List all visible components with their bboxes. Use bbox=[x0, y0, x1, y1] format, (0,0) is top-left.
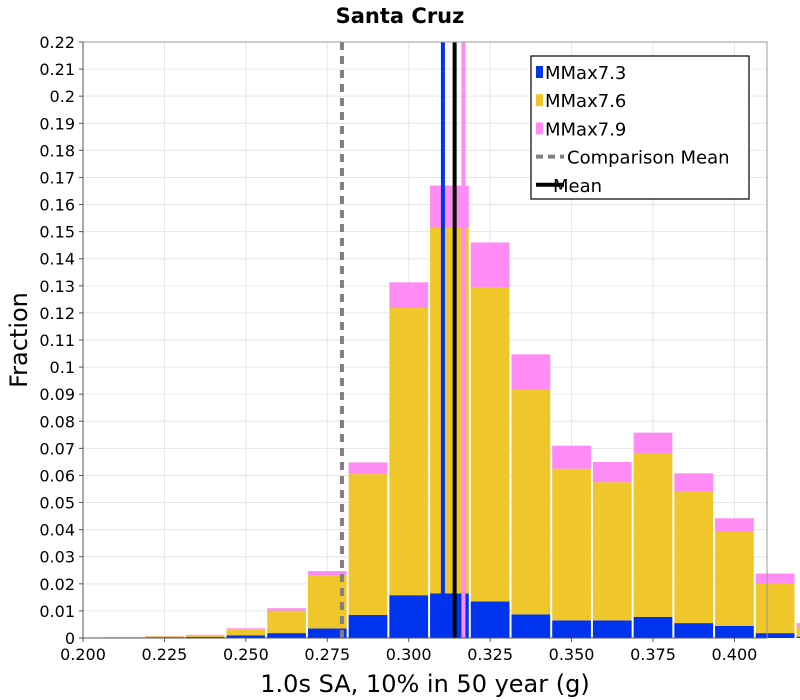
y-axis-title: Fraction bbox=[5, 292, 33, 388]
y-tick-label: 0.02 bbox=[39, 575, 75, 594]
bar-mmax7-3 bbox=[226, 635, 266, 638]
legend: MMax7.3 MMax7.6 MMax7.9 Comparison Mean Mean bbox=[530, 55, 750, 200]
y-tick-label: 0.06 bbox=[39, 466, 75, 485]
y-tick-label: 0.17 bbox=[39, 168, 75, 187]
y-tick-label: 0 bbox=[65, 629, 75, 648]
bar-mmax7-3 bbox=[185, 636, 225, 638]
chart-title: Santa Cruz bbox=[336, 4, 465, 28]
bar-mmax7-6 bbox=[267, 610, 306, 634]
bar-mmax7-6 bbox=[674, 491, 714, 624]
bar-mmax7-9 bbox=[348, 462, 388, 475]
bar-mmax7-9 bbox=[470, 242, 510, 288]
y-tick-label: 0.1 bbox=[50, 358, 75, 377]
bar-mmax7-6 bbox=[755, 583, 795, 634]
legend-label-mean: Mean bbox=[553, 176, 602, 197]
x-axis-title: 1.0s SA, 10% in 50 year (g) bbox=[260, 670, 589, 698]
bar-mmax7-6 bbox=[470, 287, 510, 602]
y-tick-label: 0.04 bbox=[39, 521, 75, 540]
x-tick-label: 0.300 bbox=[386, 645, 432, 664]
bar-mmax7-3 bbox=[796, 636, 800, 638]
y-tick-label: 0.16 bbox=[39, 196, 75, 215]
bar-mmax7-3 bbox=[470, 601, 510, 638]
bar-mmax7-9 bbox=[511, 354, 551, 390]
legend-box bbox=[530, 55, 750, 200]
bar-mmax7-9 bbox=[552, 445, 591, 469]
bar-mmax7-3 bbox=[511, 614, 551, 638]
legend-label-comparison-mean: Comparison Mean bbox=[567, 148, 730, 169]
y-tick-label: 0.18 bbox=[39, 141, 75, 160]
y-tick-labels: 0 0.01 0.02 0.03 0.04 0.05 0.06 0.07 0.08 0.09 0.1… bbox=[39, 33, 83, 648]
legend-swatch-mmax7-3 bbox=[536, 66, 543, 78]
bar-mmax7-3 bbox=[552, 620, 591, 638]
x-tick-label: 0.325 bbox=[467, 645, 513, 664]
bar-series bbox=[104, 185, 800, 638]
bar-mmax7-6 bbox=[145, 636, 184, 638]
x-tick-label: 0.350 bbox=[549, 645, 595, 664]
bar-mmax7-9 bbox=[755, 573, 795, 584]
y-tick-label: 0.21 bbox=[39, 60, 75, 79]
x-tick-label: 0.200 bbox=[60, 645, 106, 664]
bar-mmax7-9 bbox=[715, 518, 754, 531]
legend-swatch-mmax7-9 bbox=[536, 122, 543, 135]
y-tick-label: 0.05 bbox=[39, 494, 75, 513]
legend-label-mmax7-3: MMax7.3 bbox=[545, 63, 626, 84]
x-tick-label: 0.400 bbox=[712, 645, 758, 664]
bar-mmax7-6 bbox=[552, 468, 591, 621]
bar-mmax7-3 bbox=[307, 628, 347, 638]
bar-mmax7-9 bbox=[633, 432, 673, 453]
bar-mmax7-6 bbox=[226, 629, 266, 636]
bar-mmax7-9 bbox=[307, 571, 347, 576]
bar-mmax7-6 bbox=[511, 389, 551, 615]
bar-mmax7-3 bbox=[633, 616, 673, 638]
legend-label-mmax7-6: MMax7.6 bbox=[545, 91, 626, 112]
bar-mmax7-6 bbox=[715, 530, 754, 626]
bar-mmax7-6 bbox=[348, 474, 388, 615]
bar-mmax7-6 bbox=[389, 308, 429, 596]
x-tick-label: 0.225 bbox=[142, 645, 188, 664]
bar-mmax7-3 bbox=[592, 620, 632, 638]
bar-mmax7-9 bbox=[796, 623, 800, 627]
y-tick-label: 0.14 bbox=[39, 250, 75, 269]
bar-mmax7-3 bbox=[715, 625, 754, 638]
bar-mmax7-6 bbox=[592, 482, 632, 621]
bar-mmax7-9 bbox=[226, 628, 266, 630]
bar-mmax7-9 bbox=[674, 473, 714, 492]
bar-mmax7-3 bbox=[267, 633, 306, 638]
y-tick-label: 0.09 bbox=[39, 385, 75, 404]
bar-mmax7-3 bbox=[674, 623, 714, 638]
x-tick-labels: 0.200 0.225 0.250 0.275 0.300 0.325 0.350 0.375… bbox=[60, 638, 757, 664]
y-tick-label: 0.19 bbox=[39, 114, 75, 133]
bar-mmax7-9 bbox=[267, 608, 306, 611]
bar-mmax7-3 bbox=[348, 614, 388, 638]
y-tick-label: 0.07 bbox=[39, 439, 75, 458]
y-tick-label: 0.11 bbox=[39, 331, 75, 350]
bar-mmax7-3 bbox=[389, 595, 429, 638]
bar-mmax7-9 bbox=[389, 282, 429, 309]
x-tick-label: 0.250 bbox=[223, 645, 269, 664]
y-tick-label: 0.08 bbox=[39, 412, 75, 431]
bar-mmax7-6 bbox=[633, 452, 673, 617]
bar-mmax7-6 bbox=[796, 626, 800, 637]
y-tick-label: 0.22 bbox=[39, 33, 75, 52]
bar-mmax7-3 bbox=[755, 633, 795, 638]
mean-lines bbox=[339, 42, 466, 638]
y-tick-label: 0.2 bbox=[50, 87, 75, 106]
y-tick-label: 0.01 bbox=[39, 602, 75, 621]
y-tick-label: 0.03 bbox=[39, 548, 75, 567]
legend-swatch-mmax7-6 bbox=[536, 94, 543, 107]
legend-label-mmax7-9: MMax7.9 bbox=[545, 119, 626, 140]
x-tick-label: 0.275 bbox=[304, 645, 350, 664]
y-tick-label: 0.15 bbox=[39, 223, 75, 242]
y-tick-label: 0.13 bbox=[39, 277, 75, 296]
bar-mmax7-9 bbox=[592, 461, 632, 483]
y-tick-label: 0.12 bbox=[39, 304, 75, 323]
x-tick-label: 0.375 bbox=[630, 645, 676, 664]
bar-mmax7-6 bbox=[185, 635, 225, 637]
